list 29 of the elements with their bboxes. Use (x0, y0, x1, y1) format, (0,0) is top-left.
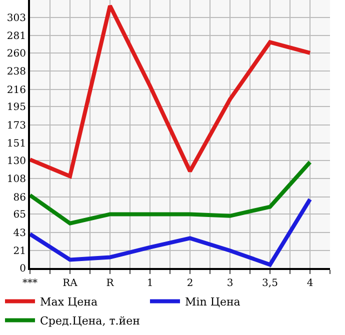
x-tick-label: RA (62, 278, 78, 289)
x-tick-label: R (106, 278, 114, 289)
y-tick-label: 260 (6, 48, 26, 60)
y-tick-label: 281 (6, 31, 26, 42)
y-tick-label: 0 (20, 264, 26, 274)
y-tick-label: 216 (6, 84, 26, 96)
x-tick-label: 4 (306, 278, 314, 289)
y-tick-label: 86 (13, 192, 26, 204)
legend-label: Сред.Цена, т.йен (40, 314, 140, 328)
line-series (30, 160, 312, 226)
x-tick-label: *** (22, 278, 38, 289)
y-tick-label: 65 (13, 210, 26, 221)
x-tick-label: 3,5 (262, 278, 278, 289)
legend-label: Max Цена (40, 296, 98, 309)
y-tick-label: 108 (6, 174, 26, 186)
y-tick-label: 21 (13, 246, 26, 258)
y-tick-label: 43 (13, 228, 26, 239)
x-tick-label: 2 (186, 278, 194, 289)
y-tick-label: 303 (6, 12, 26, 24)
line-series (30, 197, 312, 267)
y-tick-label: 151 (6, 138, 26, 150)
y-tick-label: 195 (6, 102, 26, 114)
line-series (30, 4, 312, 178)
legend-label: Min Цена (184, 296, 241, 309)
x-tick-label: 3 (226, 278, 234, 289)
y-tick-label: 173 (6, 120, 26, 132)
x-tick-label: 1 (146, 278, 154, 289)
y-tick-label: 130 (6, 156, 26, 167)
y-tick-label: 238 (6, 66, 26, 78)
